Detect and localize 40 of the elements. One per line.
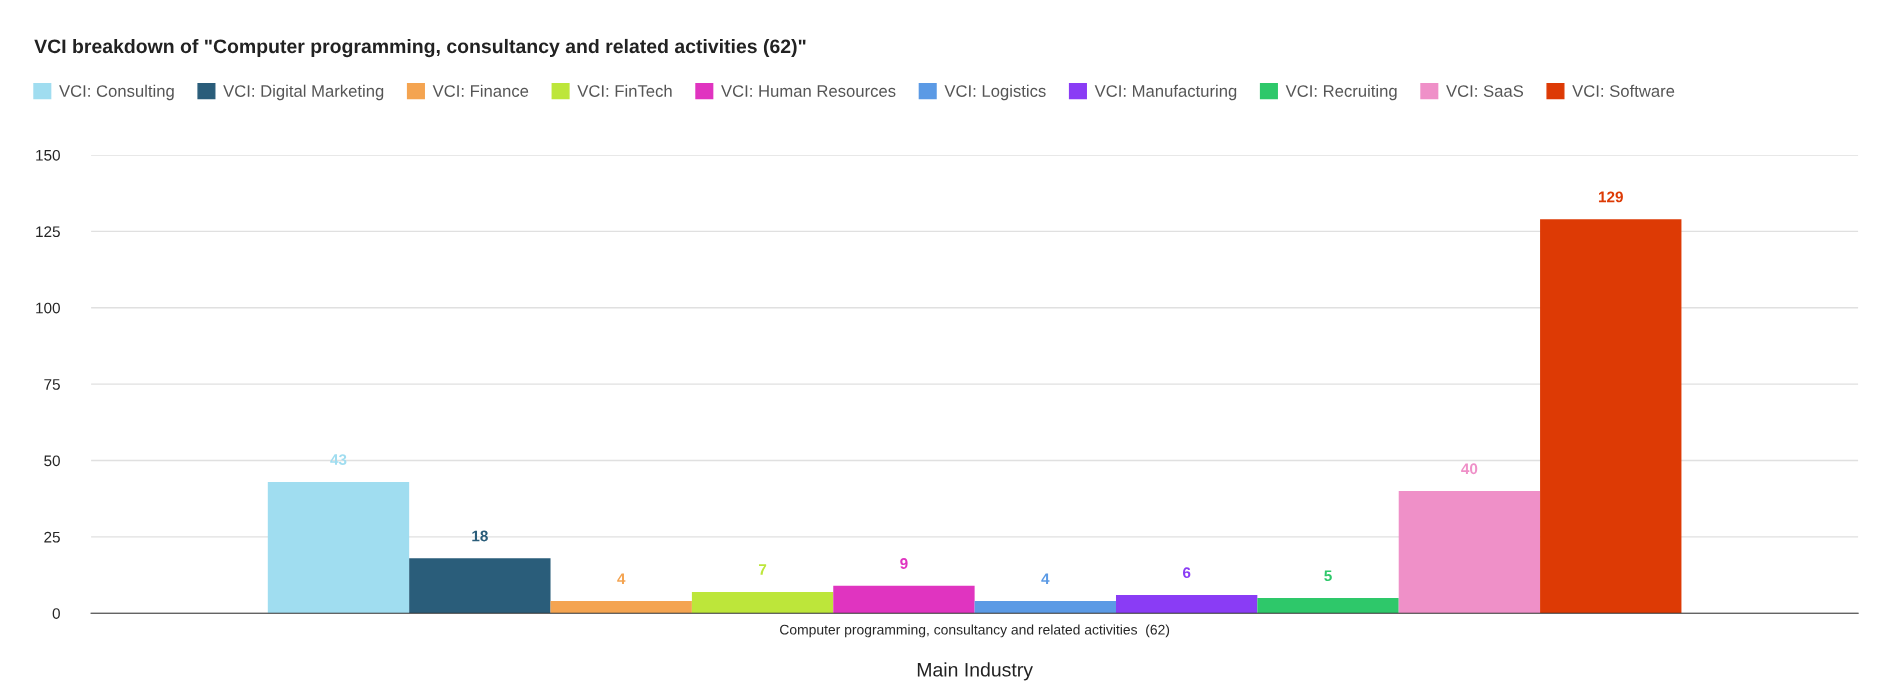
x-tick-label: Computer programming, consultancy and related activities (62) [780,624,1170,638]
data-label: 4 [617,573,626,585]
bar [833,585,975,614]
bar [1540,219,1682,614]
data-label: 43 [330,454,347,466]
y-tick-label: 50 [44,455,60,467]
bar [550,601,692,614]
data-label: 18 [472,530,488,542]
legend-label: VCI: Consulting [59,84,174,101]
bar [974,601,1116,614]
y-tick-label: 125 [36,226,60,238]
data-label: 40 [1461,463,1478,475]
legend-label: VCI: Manufacturing [1094,84,1237,101]
legend-label: VCI: Digital Marketing [223,84,384,101]
bar [1115,594,1258,614]
data-label: 6 [1182,567,1191,579]
y-tick-label: 0 [52,608,60,619]
y-tick-label: 75 [44,379,60,390]
legend-label: VCI: SaaS [1446,85,1524,97]
bar [409,558,551,614]
data-label: 9 [900,558,908,569]
x-axis-title: Main Industry [917,662,1033,681]
legend-label: VCI: Finance [432,84,529,97]
data-label: 129 [1598,191,1623,203]
legend-label: VCI: Software [1572,84,1675,97]
bar [691,591,834,614]
y-tick-label: 100 [36,302,60,314]
legend-label: VCI: FinTech [577,84,672,97]
chart-title: VCI breakdown of "Computer programming, consultancy and related activities (62)" [34,38,806,58]
bar [267,481,410,614]
data-label: 5 [1324,570,1332,582]
y-tick-label: 150 [36,149,60,161]
legend-label: VCI: Recruiting [1285,84,1397,101]
bar [1257,598,1399,614]
y-tick-label: 25 [44,531,60,543]
bar [1398,491,1541,614]
data-label: 4 [1041,573,1050,585]
data-label: 7 [758,564,767,575]
legend-label: VCI: Logistics [944,84,1046,101]
legend-label: VCI: Human Resources [721,85,896,97]
